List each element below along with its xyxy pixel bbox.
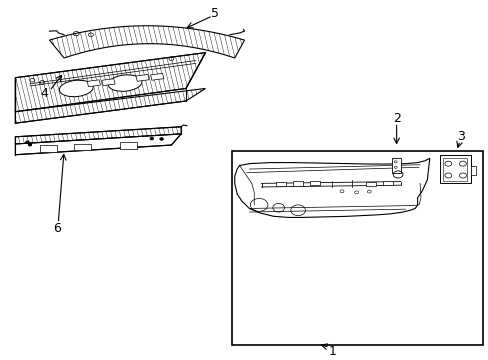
Text: 5: 5 — [211, 7, 219, 20]
Bar — [310, 181, 320, 185]
Bar — [366, 181, 375, 186]
Polygon shape — [15, 127, 181, 144]
Bar — [74, 144, 91, 150]
Circle shape — [26, 141, 29, 143]
Bar — [470, 166, 475, 175]
Bar — [293, 181, 303, 185]
Circle shape — [150, 138, 153, 140]
Polygon shape — [15, 89, 205, 123]
Text: 4: 4 — [41, 87, 48, 100]
Bar — [383, 181, 392, 185]
Bar — [443, 158, 467, 180]
Bar — [232, 151, 483, 345]
Text: 6: 6 — [53, 222, 61, 235]
Bar — [87, 80, 100, 87]
Bar — [120, 142, 137, 149]
Bar — [276, 181, 285, 186]
Text: 1: 1 — [327, 345, 336, 357]
Bar — [439, 155, 470, 183]
Bar — [136, 75, 149, 81]
Polygon shape — [15, 134, 181, 155]
Text: 2: 2 — [392, 112, 400, 125]
Bar — [102, 79, 115, 86]
Polygon shape — [15, 53, 205, 112]
Ellipse shape — [108, 75, 142, 91]
Text: 3: 3 — [456, 130, 464, 143]
Bar — [150, 73, 163, 80]
Circle shape — [160, 138, 163, 140]
Ellipse shape — [59, 80, 93, 97]
Polygon shape — [49, 26, 244, 58]
Bar — [391, 158, 400, 173]
Circle shape — [28, 144, 31, 146]
Bar — [40, 145, 57, 152]
